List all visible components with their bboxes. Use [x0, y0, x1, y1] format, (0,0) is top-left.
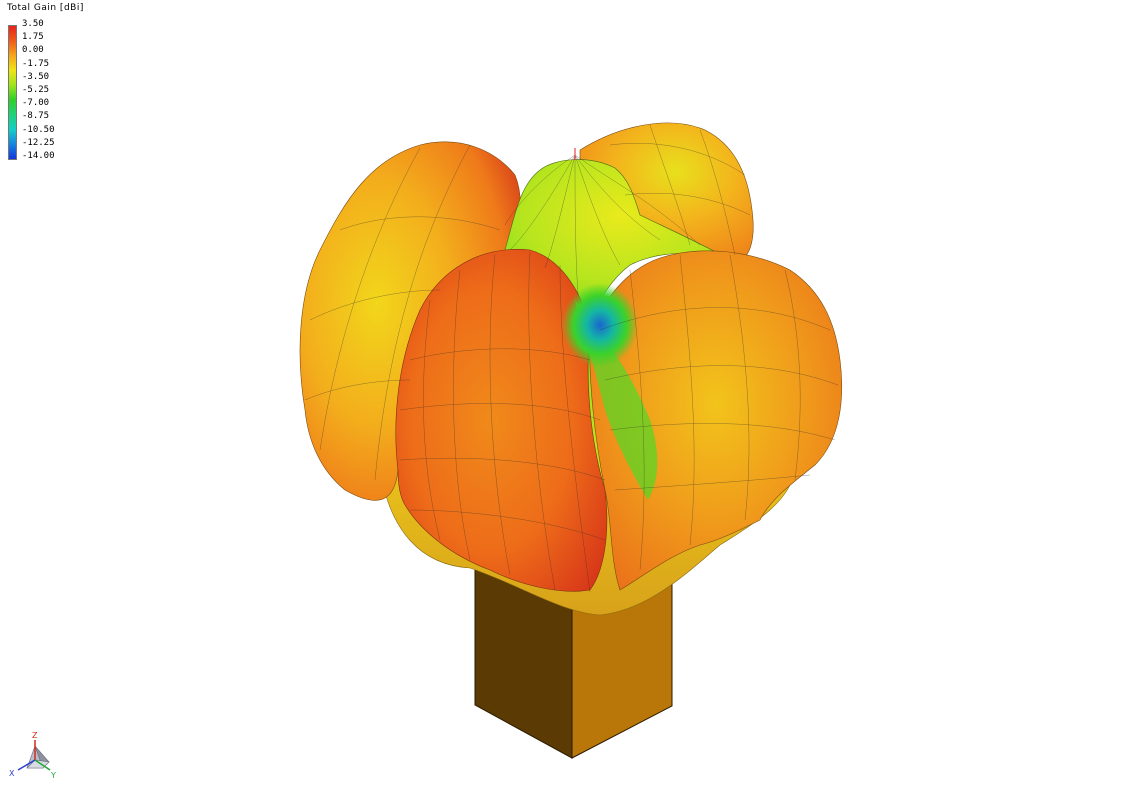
- legend-tick: -7.00: [22, 98, 50, 109]
- axis-z-label: Z: [32, 731, 38, 740]
- legend-tick: 0.00: [22, 45, 44, 56]
- legend-title: Total Gain [dBi]: [7, 3, 84, 13]
- legend-tick: 3.50: [22, 19, 44, 29]
- legend-tick: -14.00: [22, 151, 55, 161]
- legend-tick: 1.75: [22, 32, 44, 43]
- axis-x-line: [17, 759, 36, 771]
- axis-triad-icon: Z X Y: [9, 731, 56, 780]
- legend-tick: -12.25: [22, 137, 55, 148]
- axis-y-label: Y: [50, 771, 56, 780]
- axis-y-line: [34, 759, 51, 771]
- legend-tick: -8.75: [22, 111, 50, 122]
- legend-tick: -1.75: [22, 58, 50, 69]
- legend-tick: -10.50: [22, 124, 55, 135]
- legend-color-bar: [8, 25, 17, 160]
- legend-tick-labels: 3.50 1.75 0.00 -1.75 -3.50 -5.25 -7.00 -8.75 -10…: [22, 19, 62, 165]
- legend-tick: -3.50: [22, 71, 50, 82]
- axis-x-label: X: [9, 769, 15, 778]
- legend-tick: -5.25: [22, 85, 50, 95]
- radiation-pattern-surface: [299, 122, 842, 616]
